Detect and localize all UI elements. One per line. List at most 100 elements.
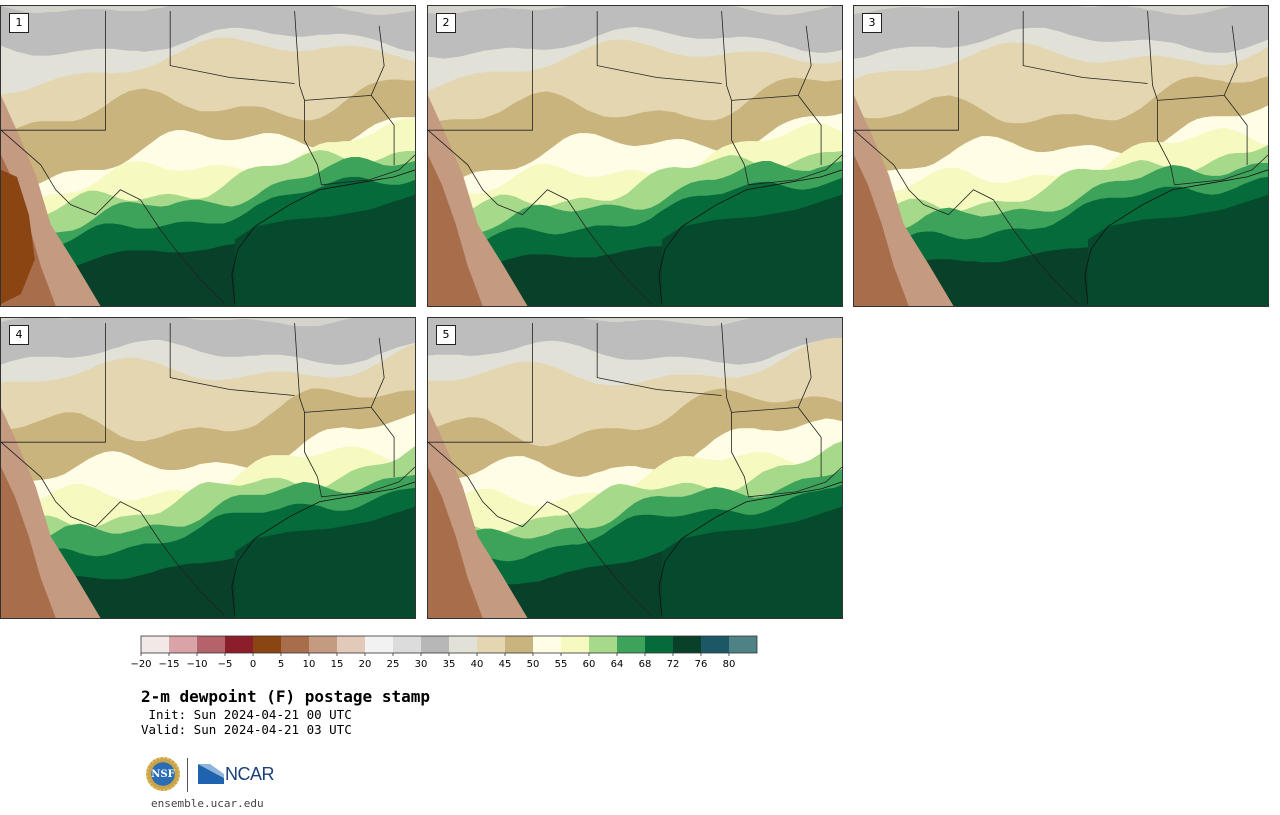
colorbar-swatch: [309, 636, 337, 653]
state-border-2: [721, 322, 745, 478]
gulf-of-mexico: [234, 506, 415, 618]
state-border-1: [1022, 10, 1148, 84]
forecast-panel-1: 1: [0, 5, 416, 307]
valid-time: Valid: Sun 2024-04-21 03 UTC: [141, 722, 352, 737]
state-border-3: [731, 25, 812, 101]
panel-number: 1: [9, 13, 29, 33]
state-border-4: [428, 129, 653, 305]
forecast-panel-4: 4: [0, 317, 416, 619]
state-border-4: [854, 129, 1079, 305]
colorbar-swatch: [589, 636, 617, 653]
colorbar-tick-label: 5: [278, 659, 284, 670]
forecast-panel-2: 2: [427, 5, 843, 307]
colorbar-swatch: [365, 636, 393, 653]
gulf-coastline: [658, 169, 842, 305]
state-border-1: [596, 10, 722, 84]
dry-region-west-core: [854, 155, 909, 306]
state-border-4: [1, 441, 226, 617]
colorbar-tick-label: 40: [471, 659, 484, 670]
colorbar-swatch: [701, 636, 729, 653]
dry-region-west-core: [1, 467, 56, 618]
colorbar-tick-label: 0: [250, 659, 256, 670]
colorbar-swatch: [253, 636, 281, 653]
colorbar-swatch: [617, 636, 645, 653]
colorbar-tick-label: 10: [303, 659, 316, 670]
state-border-6: [1223, 95, 1248, 165]
dewpoint-map: [1, 6, 415, 306]
forecast-panel-3: 3: [853, 5, 1269, 307]
colorbar-tick-label: −20: [130, 659, 151, 670]
dry-region-west-core: [428, 467, 483, 618]
colorbar-swatch: [533, 636, 561, 653]
panel-number: 4: [9, 325, 29, 345]
state-border-6: [797, 95, 822, 165]
state-border-3: [304, 337, 385, 413]
colorbar-tick-label: −10: [186, 659, 207, 670]
state-border-0: [854, 10, 959, 131]
panel-number: 2: [436, 13, 456, 33]
gulf-of-mexico: [234, 194, 415, 306]
gulf-coastline: [231, 481, 415, 617]
gulf-of-mexico: [661, 194, 842, 306]
site-url: ensemble.ucar.edu: [151, 797, 264, 810]
dewpoint-map: [428, 6, 842, 306]
state-border-4: [1, 129, 226, 305]
dewpoint-map: [854, 6, 1268, 306]
state-border-6: [370, 407, 395, 477]
nsf-logo: NSF: [146, 757, 180, 791]
colorbar-tick-label: 45: [499, 659, 512, 670]
colorbar-swatch: [225, 636, 253, 653]
colorbar-swatch: [197, 636, 225, 653]
gulf-coastline: [231, 169, 415, 305]
ncar-logo: NCAR: [198, 762, 275, 786]
state-border-5: [317, 154, 415, 186]
colorbar-swatch: [477, 636, 505, 653]
colorbar-tick-label: 64: [611, 659, 624, 670]
state-border-4: [428, 441, 653, 617]
state-border-1: [596, 322, 722, 396]
colorbar-tick-label: −5: [218, 659, 233, 670]
colorbar-swatch: [281, 636, 309, 653]
colorbar-swatch: [645, 636, 673, 653]
colorbar: −20 −15 −10 −5 0 5 10 15 20 25 30 35 40 45 50 55 60 64 68 7…: [130, 635, 758, 670]
state-border-3: [731, 337, 812, 413]
state-border-0: [428, 10, 533, 131]
panel-number: 3: [862, 13, 882, 33]
gulf-of-mexico: [1087, 194, 1268, 306]
state-border-0: [1, 322, 106, 443]
colorbar-tick-label: 60: [583, 659, 596, 670]
colorbar-swatch: [337, 636, 365, 653]
state-border-0: [1, 10, 106, 131]
dry-region-west-core: [428, 155, 483, 306]
map-title: 2-m dewpoint (F) postage stamp: [141, 687, 430, 706]
colorbar-tick-label: −15: [158, 659, 179, 670]
colorbar-swatch: [393, 636, 421, 653]
colorbar-swatch: [421, 636, 449, 653]
colorbar-swatch: [449, 636, 477, 653]
state-border-3: [304, 25, 385, 101]
colorbar-tick-label: 35: [443, 659, 456, 670]
colorbar-swatch: [673, 636, 701, 653]
colorbar-tick-label: 80: [723, 659, 736, 670]
colorbar-swatch: [561, 636, 589, 653]
logo-divider: [187, 758, 188, 792]
ncar-mark-icon: [198, 764, 224, 784]
init-time: Init: Sun 2024-04-21 00 UTC: [141, 707, 352, 722]
state-border-5: [744, 154, 842, 186]
colorbar-tick-label: 55: [555, 659, 568, 670]
state-border-5: [317, 466, 415, 498]
forecast-panel-5: 5: [427, 317, 843, 619]
colorbar-tick-label: 50: [527, 659, 540, 670]
state-border-6: [797, 407, 822, 477]
colorbar-tick-label: 68: [639, 659, 652, 670]
panel-number: 5: [436, 325, 456, 345]
state-border-0: [428, 322, 533, 443]
colorbar-swatch: [729, 636, 757, 653]
colorbar-swatch: [505, 636, 533, 653]
state-border-5: [744, 466, 842, 498]
state-border-3: [1157, 25, 1238, 101]
state-border-1: [169, 10, 295, 84]
dry-region-west-deep: [1, 169, 35, 305]
colorbar-tick-label: 76: [695, 659, 708, 670]
gulf-coastline: [1084, 169, 1268, 305]
